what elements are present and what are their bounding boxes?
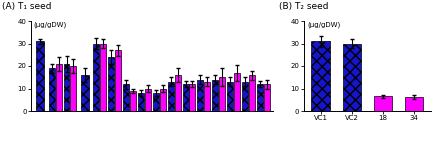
Bar: [183, 84, 188, 111]
Text: (A) T₁ seed: (A) T₁ seed: [2, 2, 52, 10]
Text: (B) T₂ seed: (B) T₂ seed: [279, 2, 329, 10]
Bar: [213, 80, 218, 111]
Bar: [234, 73, 240, 111]
Bar: [227, 82, 233, 111]
Bar: [70, 66, 77, 111]
Bar: [242, 82, 248, 111]
Bar: [175, 75, 180, 111]
Text: (µg/gDW): (µg/gDW): [33, 22, 66, 28]
Bar: [198, 80, 203, 111]
Bar: [115, 50, 121, 111]
Bar: [130, 91, 136, 111]
Bar: [55, 64, 62, 111]
Bar: [49, 68, 55, 111]
Bar: [93, 44, 99, 111]
Bar: [37, 41, 44, 111]
Bar: [374, 96, 392, 111]
Bar: [249, 75, 255, 111]
Bar: [257, 84, 263, 111]
Bar: [264, 84, 270, 111]
Bar: [138, 93, 144, 111]
Bar: [145, 88, 151, 111]
Bar: [312, 41, 330, 111]
Bar: [108, 57, 114, 111]
Text: (µg/gDW): (µg/gDW): [308, 22, 341, 28]
Bar: [342, 44, 361, 111]
Bar: [63, 64, 70, 111]
Bar: [405, 97, 423, 111]
Bar: [190, 84, 195, 111]
Bar: [168, 82, 174, 111]
Bar: [219, 77, 225, 111]
Bar: [204, 82, 210, 111]
Bar: [100, 44, 106, 111]
Bar: [160, 88, 166, 111]
Bar: [123, 84, 129, 111]
Bar: [153, 93, 159, 111]
Bar: [81, 75, 89, 111]
